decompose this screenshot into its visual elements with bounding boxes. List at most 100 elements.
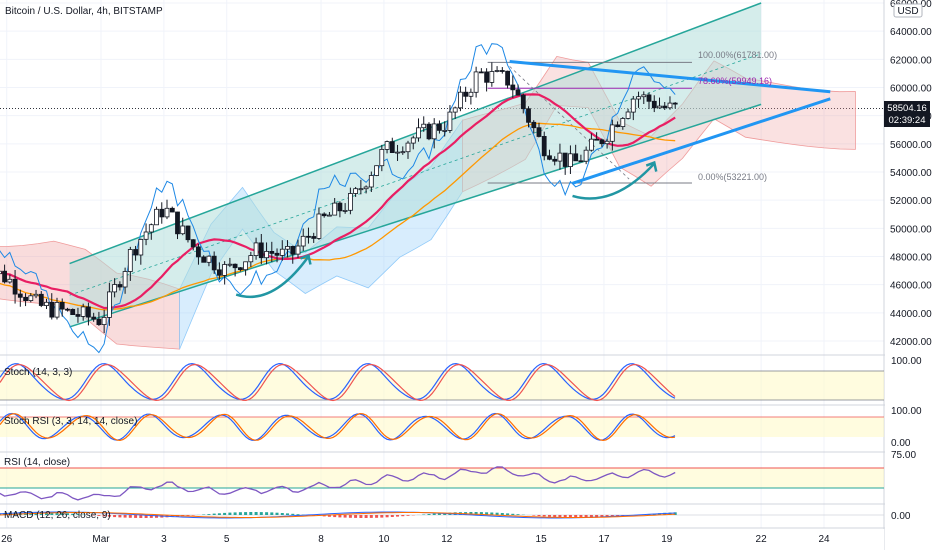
last-price-badge: 58504.16 02:39:24: [884, 101, 930, 127]
candle-up: [405, 142, 411, 153]
time-tick-label: 24: [818, 534, 830, 545]
candle-up: [447, 111, 453, 131]
price-tick-label: 48000.00: [890, 253, 932, 264]
candle-up: [44, 301, 49, 306]
macd-hist-bar: [422, 514, 426, 515]
candle-down: [436, 123, 442, 131]
time-tick-label: 10: [378, 534, 390, 545]
macd-hist-bar: [600, 515, 604, 518]
candle-up: [457, 91, 463, 109]
candle-up: [363, 186, 369, 190]
macd-hist-bar: [134, 515, 138, 518]
candle-down: [484, 71, 490, 83]
candle-up: [384, 141, 390, 150]
candle-down: [505, 70, 511, 86]
candle-down: [321, 213, 327, 217]
candle-down: [426, 123, 432, 140]
macd-hist-bar: [574, 515, 578, 518]
macd-hist-bar: [155, 515, 158, 518]
candle-down: [290, 245, 296, 255]
candle-up: [353, 188, 359, 194]
candle-down: [23, 296, 29, 301]
candle-up: [300, 235, 306, 247]
arrows[interactable]: [235, 160, 658, 299]
stoch-rsi-d: [0, 412, 676, 442]
candle-down: [515, 89, 521, 96]
rsi-axis-75: 75.00: [891, 450, 916, 461]
arrow-1-head: [300, 253, 312, 265]
candle-up: [101, 316, 107, 325]
candle-down: [169, 207, 175, 213]
macd-hist-bar: [495, 512, 499, 515]
candle-up: [620, 118, 626, 128]
candle-up: [253, 242, 259, 256]
candle-up: [368, 175, 374, 188]
macd-hist-bar: [118, 515, 122, 518]
currency-badge-box: [893, 3, 923, 18]
macd-hist-bar: [207, 514, 211, 515]
macd-hist-bar: [354, 515, 358, 518]
candle-down: [96, 318, 102, 326]
stoch-rsi-axis-100: 100.00: [891, 406, 922, 417]
candle-up: [416, 127, 421, 139]
macd-axis-0: 0.00: [891, 511, 911, 522]
candle-up: [604, 140, 610, 145]
candle-up: [154, 208, 159, 226]
candle-down: [133, 249, 139, 256]
macd-hist-bar: [479, 512, 483, 515]
macd-hist-bar: [401, 515, 405, 517]
macd-hist-bar: [548, 515, 551, 517]
macd-hist-bar: [139, 515, 143, 518]
macd-hist-bar: [485, 512, 489, 515]
fib-label-786: 78.60%(59949.16): [698, 76, 772, 86]
fib-label-0: 0.00%(53221.00): [698, 172, 767, 182]
rsi-line: [0, 466, 676, 501]
triangle-pattern[interactable]: [509, 59, 831, 185]
candle-down: [541, 135, 547, 157]
candle-up: [641, 94, 647, 98]
candle-up: [180, 225, 186, 235]
candle-up: [473, 71, 479, 93]
price-tick-label: 60000.00: [890, 84, 932, 95]
candle-down: [337, 202, 343, 212]
macd-hist-bar: [128, 515, 132, 518]
macd-hist-bar: [296, 514, 300, 515]
candle-down: [526, 108, 531, 123]
candle-down: [91, 316, 97, 320]
macd-hist-bar: [13, 512, 17, 515]
time-tick-label: Mar: [92, 534, 110, 545]
stoch-rsi-band: [0, 417, 884, 437]
rsi-band: [0, 468, 884, 488]
macd-hist-bar: [579, 515, 583, 518]
currency-badge[interactable]: USD: [893, 3, 923, 18]
candle-up: [138, 238, 144, 256]
triangle-upper: [509, 59, 831, 94]
candle-down: [662, 105, 668, 109]
macd-hist-bar: [432, 513, 436, 515]
ma-orange: [0, 122, 676, 311]
time-tick-label: 17: [598, 534, 610, 545]
macd-hist-bar: [333, 515, 337, 518]
macd-hist-bar: [537, 515, 541, 516]
candle-down: [65, 308, 70, 311]
macd-hist-bar: [55, 512, 59, 515]
macd-hist-bar: [275, 512, 279, 515]
candle-up: [625, 111, 631, 119]
candle-up: [395, 151, 400, 154]
macd-hist-bar: [542, 515, 546, 517]
candle-down: [269, 250, 275, 254]
price-tick-label: 56000.00: [890, 140, 932, 151]
triangle-lower: [572, 97, 831, 185]
candle-down: [478, 71, 484, 74]
candle-down: [195, 246, 201, 258]
price-tick-label: 64000.00: [890, 27, 932, 38]
macd-hist-bar: [186, 515, 190, 516]
macd-hist-bar: [228, 512, 232, 515]
stoch-rsi-k: [0, 412, 676, 441]
time-tick-label: 26: [1, 534, 13, 545]
price-tick-label: 42000.00: [890, 337, 932, 348]
macd-hist-bar: [673, 512, 677, 515]
macd-hist-bar: [380, 515, 384, 518]
